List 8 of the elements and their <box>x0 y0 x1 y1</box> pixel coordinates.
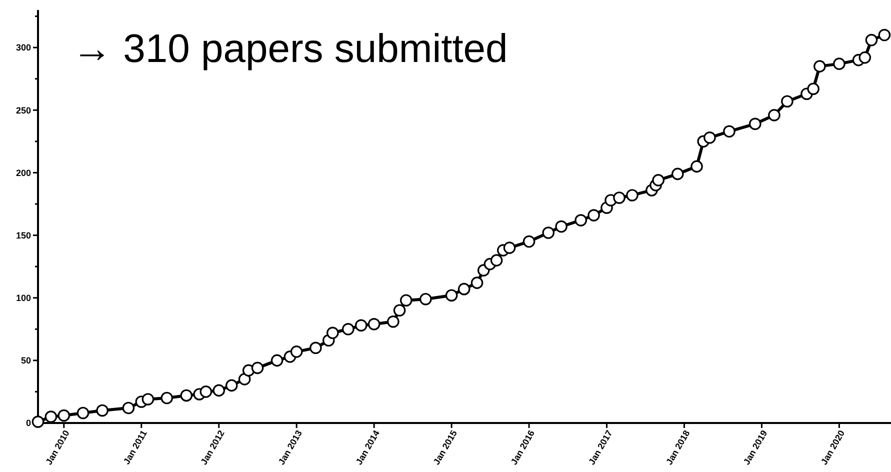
y-tick-label: 300 <box>16 42 31 53</box>
y-tick-label: 150 <box>16 230 31 240</box>
y-tick-label: 0 <box>26 418 31 428</box>
y-tick-label: 250 <box>16 105 31 116</box>
chart-title: → 310 papers submitted <box>72 27 508 71</box>
y-tick-label: 200 <box>16 168 31 178</box>
y-tick-label: 50 <box>20 356 31 366</box>
y-tick-label: 100 <box>16 293 31 303</box>
